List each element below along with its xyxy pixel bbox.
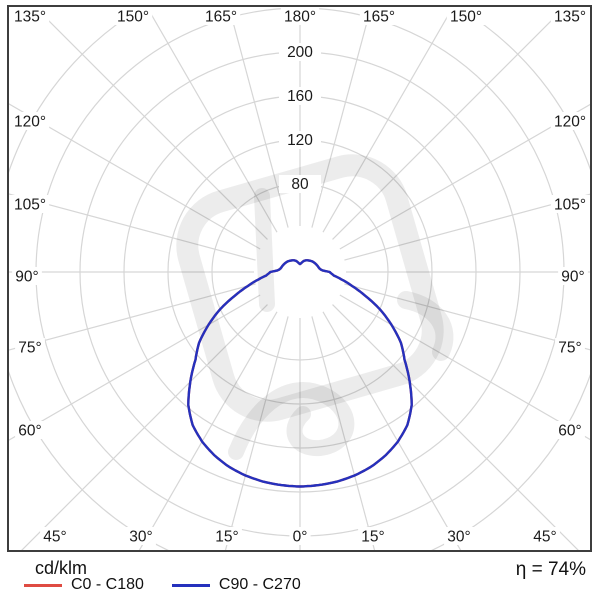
polar-radial-line (146, 7, 278, 233)
radial-tick-label: 200 (287, 44, 313, 61)
unit-label: cd/klm (35, 558, 88, 578)
legend-swatch-c0-c180 (24, 583, 62, 587)
curve-c90-c270 (187, 259, 413, 488)
angle-tick-label: 15° (361, 529, 384, 546)
angle-tick-bg (15, 338, 45, 356)
intensity-curves (187, 259, 413, 488)
angle-tick-label: 30° (447, 529, 470, 546)
angle-tick-bg (530, 527, 560, 545)
angle-tick-bg (550, 112, 590, 130)
legend-label-c90-c270: C90 - C270 (218, 576, 301, 593)
angle-tick-bg (201, 7, 241, 25)
angle-tick-bg (359, 7, 399, 25)
angle-tick-label: 75° (18, 340, 41, 357)
angle-tick-bg (212, 527, 242, 545)
polar-radial-line (228, 7, 289, 228)
angle-tick-bg (289, 527, 311, 545)
radial-tick-bg (279, 175, 321, 193)
angle-tick-label: 180° (284, 9, 316, 26)
angle-tick-bg (40, 527, 70, 545)
angle-tick-label: 165° (205, 9, 237, 26)
angle-tick-label: 75° (558, 340, 581, 357)
radial-tick-bg (279, 87, 321, 105)
angle-tick-label: 30° (129, 529, 152, 546)
angle-tick-bg (10, 112, 50, 130)
angle-tick-label: 165° (363, 9, 395, 26)
angle-tick-bg (555, 338, 585, 356)
angle-tick-bg (113, 7, 153, 25)
tick-labels: 80 120 160 200 135° 150° 165° 180° 165° 150° 135° 1… (10, 7, 590, 546)
polar-radial-line (9, 294, 261, 441)
angle-tick-bg (12, 267, 42, 285)
angle-tick-label: 150° (450, 9, 482, 26)
angle-tick-bg (358, 527, 388, 545)
angle-tick-label: 150° (117, 9, 149, 26)
polar-radial-line (138, 311, 278, 550)
radial-tick-bg (279, 43, 321, 61)
angle-tick-label: 135° (554, 9, 586, 26)
plot-border (7, 5, 592, 552)
radial-tick-label: 120 (287, 132, 313, 149)
angle-tick-label: 90° (15, 269, 38, 286)
angle-tick-label: 45° (43, 529, 66, 546)
polar-radial-line (9, 103, 261, 250)
angle-tick-label: 105° (554, 197, 586, 214)
watermark-logo (176, 154, 454, 460)
efficiency-label: η = 74% (515, 559, 586, 580)
radial-tick-label: 80 (291, 176, 309, 193)
angle-tick-bg (15, 421, 45, 439)
polar-radial-line (9, 283, 256, 351)
angle-tick-bg (444, 527, 474, 545)
polar-radial-line (9, 193, 256, 261)
angle-tick-label: 105° (14, 197, 46, 214)
polar-radial-line (311, 316, 376, 550)
angle-tick-bg (446, 7, 486, 25)
radial-tick-label: 160 (287, 88, 313, 105)
angle-tick-bg (558, 267, 588, 285)
angle-tick-label: 60° (558, 423, 581, 440)
polar-radial-line (224, 316, 289, 550)
angle-tick-bg (10, 7, 50, 25)
angle-tick-label: 120° (554, 114, 586, 131)
angle-tick-label: 0° (293, 529, 308, 546)
polar-radial-line (344, 193, 590, 261)
angle-tick-label: 60° (18, 423, 41, 440)
angle-tick-label: 90° (561, 269, 584, 286)
angle-tick-bg (126, 527, 156, 545)
polar-radial-line (322, 7, 454, 233)
angle-tick-label: 15° (215, 529, 238, 546)
polar-plot: 80 120 160 200 135° 150° 165° 180° 165° 150° 135° 1… (7, 5, 592, 552)
polar-radial-line (339, 103, 590, 250)
polar-radial-line (322, 311, 462, 550)
legend: C0 - C180 C90 - C270 (24, 576, 329, 594)
angle-tick-label: 45° (533, 529, 556, 546)
polar-grid (9, 7, 590, 550)
angle-tick-bg (10, 195, 50, 213)
angle-tick-bg (550, 7, 590, 25)
legend-label-c0-c180: C0 - C180 (71, 576, 144, 593)
angle-tick-label: 120° (14, 114, 46, 131)
angle-tick-bg (555, 421, 585, 439)
polar-radial-line (339, 294, 590, 441)
legend-swatch-c90-c270 (171, 583, 210, 587)
radial-tick-bg (279, 131, 321, 149)
angle-tick-bg (550, 195, 590, 213)
angle-tick-label: 135° (14, 9, 46, 26)
polar-radial-line (344, 283, 590, 351)
polar-radial-line (311, 7, 372, 228)
angle-tick-bg (280, 7, 320, 25)
